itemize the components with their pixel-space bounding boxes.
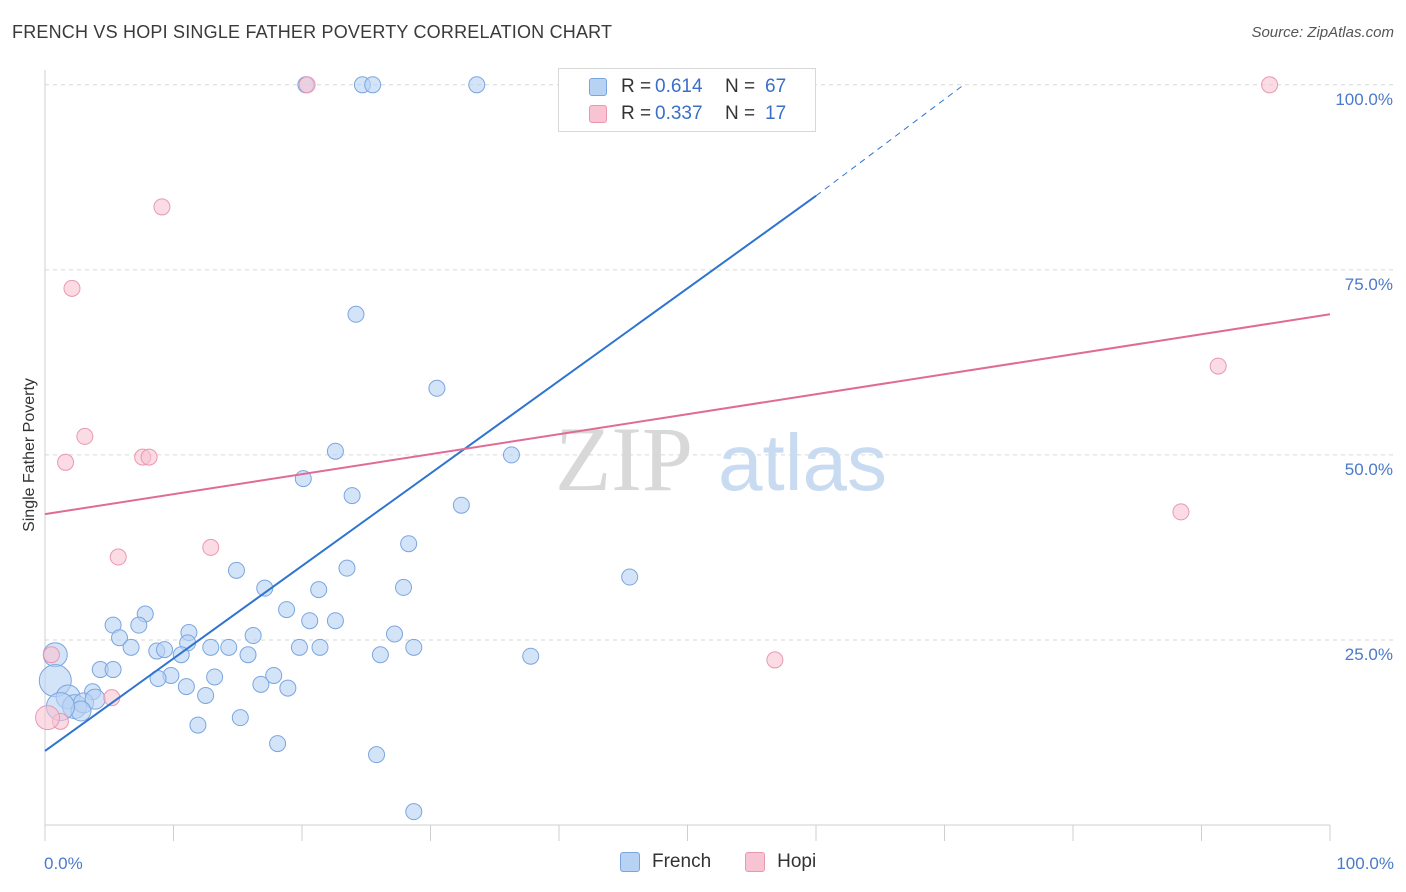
french-swatch bbox=[589, 78, 607, 96]
x-tick-label-right: 100.0% bbox=[1336, 854, 1394, 873]
hopi-point bbox=[766, 651, 784, 669]
hopi-n-value: 17 bbox=[765, 103, 787, 124]
hopi-point bbox=[140, 448, 158, 466]
french-point bbox=[265, 666, 283, 684]
french-point bbox=[405, 638, 423, 656]
french-point bbox=[338, 559, 356, 577]
french-point bbox=[364, 76, 382, 94]
french-point bbox=[405, 803, 423, 821]
french-point bbox=[310, 581, 328, 599]
hopi-legend-label: Hopi bbox=[777, 851, 817, 872]
watermark-atlas: atlas bbox=[718, 418, 887, 507]
french-point bbox=[326, 612, 344, 630]
french-point bbox=[269, 735, 287, 753]
legend-row-hopi: R = 0.337 N = 17 bbox=[559, 101, 786, 127]
legend-item-french[interactable]: French bbox=[620, 851, 711, 873]
french-point bbox=[227, 561, 245, 579]
french-point bbox=[206, 668, 224, 686]
french-point bbox=[343, 487, 361, 505]
french-point bbox=[326, 442, 344, 460]
french-point bbox=[111, 629, 129, 647]
french-n-value: 67 bbox=[765, 76, 787, 97]
french-trend-extension bbox=[815, 84, 965, 197]
french-point bbox=[244, 627, 262, 645]
hopi-point bbox=[109, 548, 127, 566]
french-point bbox=[177, 678, 195, 696]
french-legend-swatch bbox=[620, 852, 640, 872]
hopi-point bbox=[1209, 357, 1227, 375]
legend-item-hopi[interactable]: Hopi bbox=[745, 851, 816, 873]
stats-legend: R = 0.614 N = 67 R = 0.337 N = 17 bbox=[558, 68, 816, 132]
x-tick-label-left: 0.0% bbox=[44, 854, 83, 873]
hopi-point bbox=[57, 453, 75, 471]
french-point bbox=[502, 446, 520, 464]
source-label: Source: ZipAtlas.com bbox=[1251, 24, 1394, 41]
french-point bbox=[452, 496, 470, 514]
french-point bbox=[468, 76, 486, 94]
watermark: ZIP atlas bbox=[555, 408, 887, 510]
y-axis-label: Single Father Poverty bbox=[21, 378, 38, 532]
y-tick-label: 25.0% bbox=[1345, 645, 1393, 664]
y-tick-labels: 100.0% 75.0% 50.0% 25.0% bbox=[1335, 90, 1393, 664]
hopi-point bbox=[35, 705, 61, 731]
french-point bbox=[522, 647, 540, 665]
hopi-trend-line bbox=[44, 313, 1331, 516]
y-tick-label: 50.0% bbox=[1345, 460, 1393, 479]
hopi-legend-swatch bbox=[745, 852, 766, 872]
hopi-point bbox=[153, 198, 171, 216]
french-point bbox=[122, 638, 140, 656]
french-point bbox=[189, 716, 207, 734]
french-point bbox=[301, 612, 319, 630]
series-legend: French Hopi bbox=[620, 851, 850, 873]
french-point bbox=[104, 661, 122, 679]
french-point bbox=[252, 675, 270, 693]
hopi-n-label: N = bbox=[725, 103, 756, 124]
hopi-point bbox=[1172, 503, 1190, 521]
french-point bbox=[239, 646, 257, 664]
y-tick-label: 100.0% bbox=[1335, 90, 1393, 109]
french-r-value: 0.614 bbox=[655, 76, 703, 97]
french-point bbox=[347, 305, 365, 323]
legend-row-french: R = 0.614 N = 67 bbox=[559, 74, 786, 100]
y-tick-label: 75.0% bbox=[1345, 275, 1393, 294]
french-trend-line bbox=[44, 195, 817, 752]
hopi-point bbox=[1261, 76, 1279, 94]
french-point bbox=[311, 638, 329, 656]
french-point bbox=[130, 616, 148, 634]
hopi-point bbox=[63, 279, 81, 297]
french-point bbox=[197, 686, 215, 704]
hopi-r-value: 0.337 bbox=[655, 103, 703, 124]
french-point bbox=[368, 746, 386, 764]
hopi-swatch bbox=[589, 105, 607, 123]
french-point bbox=[202, 638, 220, 656]
french-point bbox=[290, 638, 308, 656]
hopi-point bbox=[76, 427, 94, 445]
french-point bbox=[428, 379, 446, 397]
french-point bbox=[371, 646, 389, 664]
french-n-label: N = bbox=[725, 76, 756, 97]
french-r-label: R = bbox=[621, 76, 652, 97]
hopi-point bbox=[298, 76, 316, 94]
french-point bbox=[400, 535, 418, 553]
axes bbox=[44, 70, 1331, 841]
french-point bbox=[621, 568, 639, 586]
french-point bbox=[395, 578, 413, 596]
french-point bbox=[156, 641, 174, 659]
french-point bbox=[386, 625, 404, 643]
trend-lines bbox=[44, 84, 1331, 752]
french-legend-label: French bbox=[652, 851, 712, 872]
hopi-points bbox=[35, 76, 1279, 731]
chart-title: FRENCH VS HOPI SINGLE FATHER POVERTY COR… bbox=[12, 22, 613, 42]
hopi-r-label: R = bbox=[621, 103, 652, 124]
french-point bbox=[278, 601, 296, 619]
hopi-point bbox=[42, 646, 60, 664]
french-point bbox=[279, 679, 297, 697]
grid-lines bbox=[45, 84, 1395, 641]
hopi-point bbox=[202, 538, 220, 556]
french-point bbox=[231, 709, 249, 727]
french-point bbox=[220, 638, 238, 656]
